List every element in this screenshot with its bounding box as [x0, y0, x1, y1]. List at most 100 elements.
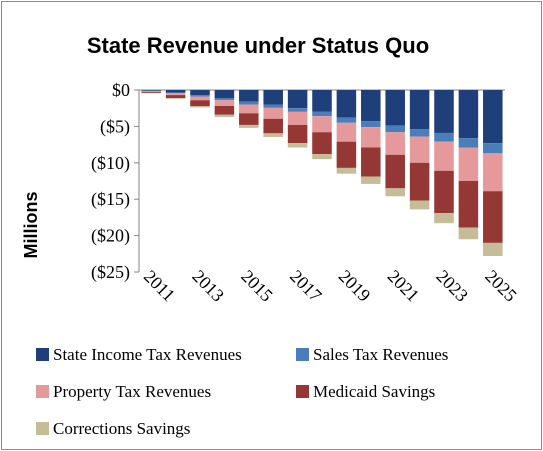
- legend-swatch: [36, 422, 49, 435]
- bar-segment-4: [190, 100, 210, 107]
- bar-segment-4: [385, 154, 405, 189]
- legend-swatch: [36, 385, 49, 398]
- bar-segment-5: [190, 106, 210, 108]
- bar-segment-1: [385, 90, 405, 126]
- bar-segment-2: [458, 138, 479, 148]
- legend-swatch: [296, 385, 309, 398]
- bar-segment-1: [239, 90, 259, 102]
- bar-segment-1: [141, 90, 161, 91]
- bar-segment-4: [336, 141, 357, 168]
- bar-segment-1: [287, 90, 308, 109]
- x-tick-label: 2021: [384, 266, 424, 306]
- bar-segment-1: [336, 90, 357, 118]
- x-tick-label: 2019: [335, 266, 375, 306]
- y-tick-label: ($20): [91, 226, 130, 247]
- bar-segment-5: [239, 124, 259, 128]
- bar-segment-1: [434, 90, 454, 133]
- bar-segment-2: [361, 121, 381, 128]
- legend-swatch: [36, 348, 49, 361]
- x-tick-label: 2023: [432, 266, 472, 306]
- bar-segment-4: [263, 118, 283, 134]
- bar-segment-5: [165, 98, 186, 99]
- bar-segment-1: [312, 90, 332, 112]
- bar-segment-5: [483, 242, 503, 256]
- bar-segment-1: [458, 90, 479, 139]
- bar-segment-3: [434, 141, 454, 171]
- x-tick-label: 2017: [286, 266, 326, 306]
- y-tick-label: ($15): [91, 189, 130, 210]
- bar-segment-2: [214, 98, 235, 101]
- bar-segment-1: [263, 90, 283, 105]
- bar-segment-1: [483, 90, 503, 144]
- bar-segment-5: [458, 227, 479, 240]
- bar-segment-2: [409, 129, 430, 137]
- bar-segment-3: [239, 104, 259, 114]
- y-tick-label: $0: [112, 80, 130, 100]
- bar-segment-5: [434, 213, 454, 224]
- bar-segment-4: [214, 106, 235, 115]
- bar-segment-1: [165, 90, 186, 93]
- bar-segment-2: [263, 104, 283, 108]
- bar-segment-3: [190, 96, 210, 101]
- x-tick-label: 2011: [140, 266, 179, 305]
- bar-segment-4: [458, 181, 479, 228]
- x-tick-label: 2015: [237, 266, 277, 306]
- bar-segment-1: [214, 90, 235, 99]
- x-tick-label: 2025: [481, 266, 521, 306]
- bar-segment-3: [336, 122, 357, 142]
- bar-segment-5: [263, 133, 283, 137]
- bar-segment-2: [239, 101, 259, 105]
- legend-label: Medicaid Savings: [313, 382, 435, 401]
- bar-segment-3: [287, 111, 308, 125]
- bar-segment-4: [239, 113, 259, 125]
- bar-segment-5: [287, 143, 308, 148]
- bar-segment-2: [434, 132, 454, 142]
- legend-label: Property Tax Revenues: [53, 382, 211, 401]
- legend-swatch: [296, 348, 309, 361]
- bar-segment-4: [434, 170, 454, 214]
- bar-segment-5: [312, 154, 332, 160]
- bar-segment-5: [214, 114, 235, 117]
- x-tick-label: 2013: [188, 266, 228, 306]
- bar-segment-3: [409, 136, 430, 163]
- bar-segment-3: [312, 116, 332, 133]
- bar-segment-3: [141, 91, 161, 92]
- legend-label: Sales Tax Revenues: [313, 345, 448, 364]
- bar-segment-3: [385, 132, 405, 155]
- y-tick-label: ($25): [91, 262, 130, 283]
- plot-area: $0($5)($10)($15)($20)($25) 2011 2013 2015 20…: [91, 80, 521, 306]
- bar-segment-5: [336, 167, 357, 174]
- bar-segment-2: [190, 95, 210, 97]
- bar-segment-2: [312, 111, 332, 117]
- chart-title: State Revenue under Status Quo: [87, 33, 429, 58]
- bar-segment-4: [141, 91, 161, 93]
- bar-segment-2: [483, 143, 503, 154]
- bar-segment-2: [336, 117, 357, 123]
- bar-segment-4: [312, 132, 332, 155]
- bar-segment-4: [361, 147, 381, 177]
- y-tick-label: ($5): [100, 116, 130, 137]
- legend-label: Corrections Savings: [53, 419, 190, 438]
- bar-segment-4: [483, 191, 503, 243]
- legend-label: State Income Tax Revenues: [53, 345, 242, 364]
- bar-segment-3: [263, 107, 283, 119]
- bar-segment-5: [361, 176, 381, 184]
- legend: State Income Tax Revenues Sales Tax Reven…: [36, 345, 448, 438]
- bar-segment-3: [483, 153, 503, 192]
- bar-segment-1: [361, 90, 381, 122]
- bar-segment-1: [190, 90, 210, 96]
- bar-segment-1: [409, 90, 430, 130]
- bar-segment-4: [409, 162, 430, 201]
- bar-segment-4: [165, 95, 186, 99]
- bar-segment-5: [409, 200, 430, 210]
- bar-segment-2: [165, 92, 186, 94]
- bar-segment-3: [458, 147, 479, 181]
- bar-segment-3: [165, 93, 186, 96]
- bar-segment-2: [385, 125, 405, 133]
- y-tick-label: ($10): [91, 153, 130, 174]
- y-axis-label: Millions: [21, 192, 41, 259]
- bar-segment-2: [287, 108, 308, 112]
- bar-segment-5: [385, 188, 405, 197]
